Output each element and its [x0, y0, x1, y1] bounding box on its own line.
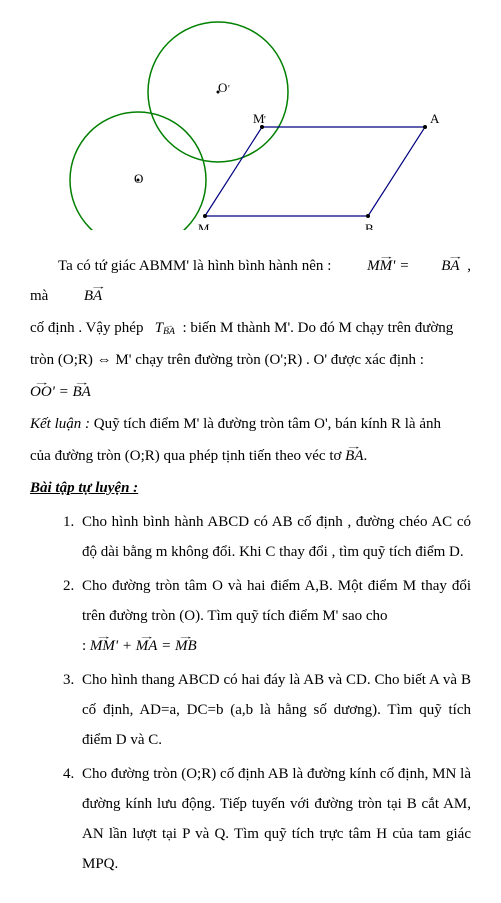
- vector-BA: BA: [73, 377, 91, 407]
- vector-MB: MB: [175, 631, 197, 661]
- equals: =: [59, 384, 69, 400]
- period: .: [364, 448, 368, 464]
- translation-T: T: [155, 320, 163, 336]
- svg-text:': ': [228, 84, 230, 95]
- vector-MMp: MM': [339, 251, 395, 281]
- text: Quỹ tích điểm M' là đường tròn tâm O', b…: [90, 416, 441, 432]
- svg-text:O: O: [218, 80, 227, 95]
- conclusion-line-1: Kết luận : Quỹ tích điểm M' là đường trò…: [30, 409, 471, 439]
- text: Cho hình thang ABCD có hai đáy là AB và …: [82, 672, 471, 748]
- text: : biến M thành M'. Do đó M chạy trên đườ…: [182, 320, 453, 336]
- vector-MMp: MM': [90, 631, 118, 661]
- svg-text:B: B: [365, 221, 374, 230]
- vector-MA: MA: [136, 631, 158, 661]
- exercise-3: Cho hình thang ABCD có hai đáy là AB và …: [78, 665, 471, 755]
- text: Cho đường tròn (O;R) cố định AB là đường…: [82, 766, 471, 872]
- conclusion-label: Kết luận :: [30, 416, 90, 432]
- geometry-diagram: OO'MM'AB: [30, 20, 470, 230]
- exercises-title: Bài tập tự luyện :: [30, 480, 138, 496]
- text: Cho hình bình hành ABCD có AB cố định , …: [82, 514, 471, 560]
- vector-OOp: OO': [30, 377, 55, 407]
- svg-text:A: A: [430, 111, 440, 126]
- equals: =: [161, 638, 171, 654]
- paragraph-1-line-1: Ta có tứ giác ABMM' là hình bình hành nê…: [30, 251, 471, 311]
- paragraph-1-line-4: OO' = BA: [30, 377, 471, 407]
- conclusion-line-2: của đường tròn (O;R) qua phép tịnh tiến …: [30, 441, 471, 471]
- text: của đường tròn (O;R) qua phép tịnh tiến …: [30, 448, 345, 464]
- svg-text:': ': [264, 115, 266, 126]
- vector-BA: BA: [56, 281, 102, 311]
- paragraph-1-line-3: tròn (O;R) ⇔ M' chạy trên đường tròn (O'…: [30, 345, 471, 375]
- exercise-1: Cho hình bình hành ABCD có AB cố định , …: [78, 507, 471, 567]
- text: :: [82, 638, 86, 654]
- svg-text:O: O: [134, 171, 143, 186]
- exercise-list: Cho hình bình hành ABCD có AB cố định , …: [30, 507, 471, 879]
- text: cố định . Vậy phép: [30, 320, 143, 336]
- exercise-4: Cho đường tròn (O;R) cố định AB là đường…: [78, 759, 471, 879]
- text: tròn (O;R) ⇔ M' chạy trên đường tròn (O'…: [30, 352, 424, 368]
- text: Cho đường tròn tâm O và hai điểm A,B. Mộ…: [82, 578, 471, 624]
- exercises-heading: Bài tập tự luyện :: [30, 473, 471, 503]
- svg-text:M: M: [198, 221, 210, 230]
- text: Ta có tứ giác ABMM' là hình bình hành nê…: [58, 258, 331, 274]
- vector-BA: BA: [413, 251, 459, 281]
- plus: +: [122, 638, 132, 654]
- exercise-2: Cho đường tròn tâm O và hai điểm A,B. Mộ…: [78, 571, 471, 661]
- vector-BA: BA: [345, 441, 363, 471]
- translation-sub: BA: [163, 327, 175, 337]
- paragraph-1-line-2: cố định . Vậy phép TBA : biến M thành M'…: [30, 313, 471, 343]
